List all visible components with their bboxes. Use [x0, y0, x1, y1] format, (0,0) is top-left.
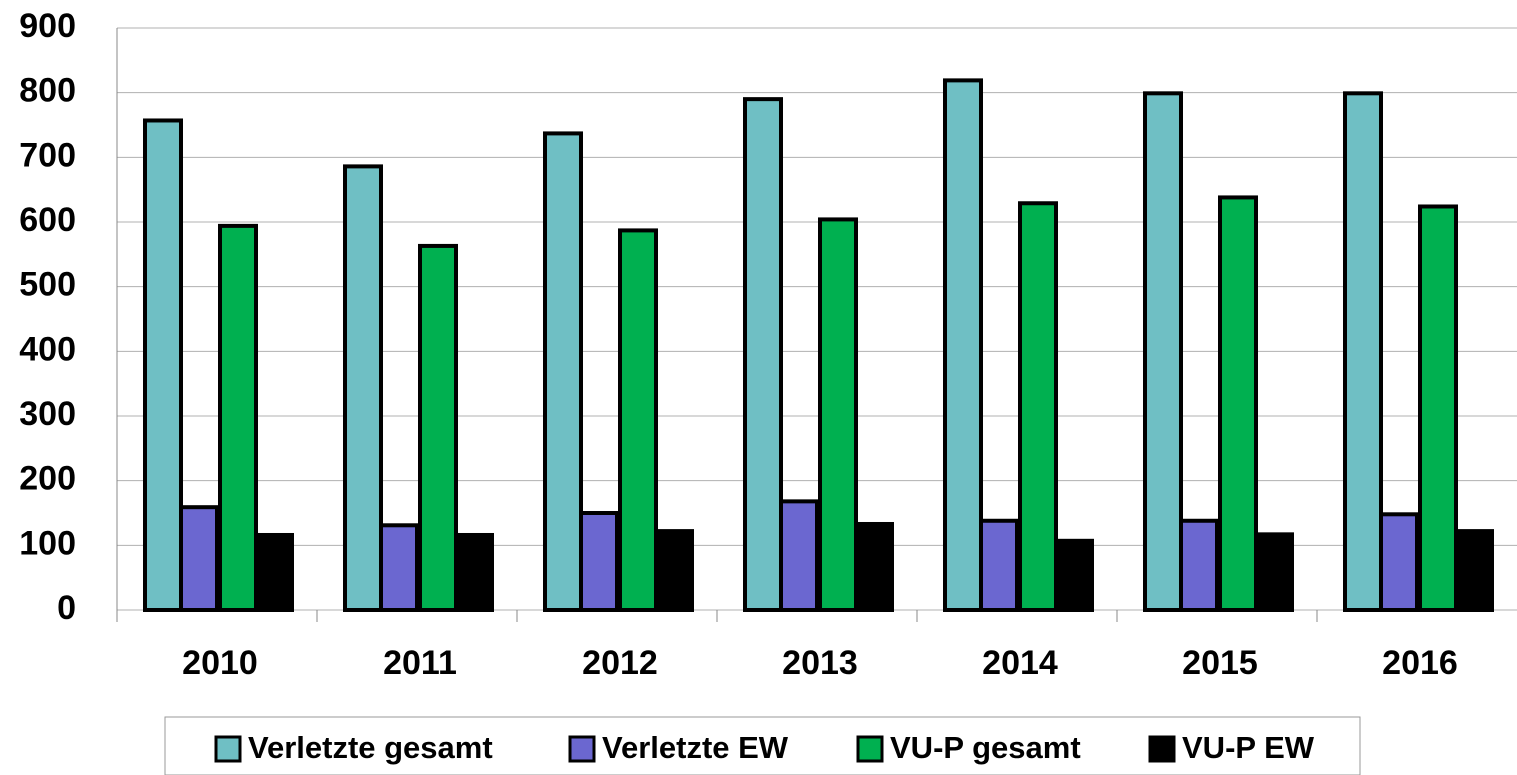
- bar: [620, 230, 656, 610]
- bar: [1020, 203, 1056, 610]
- bar: [456, 535, 492, 610]
- bar: [256, 535, 292, 610]
- y-tick-label: 300: [19, 395, 76, 433]
- legend-swatch: [858, 737, 882, 761]
- y-tick-label: 500: [19, 266, 76, 304]
- bar: [1220, 197, 1256, 610]
- y-tick-label: 800: [19, 72, 76, 110]
- bar: [381, 525, 417, 610]
- y-tick-label: 700: [19, 136, 76, 174]
- bar: [220, 226, 256, 610]
- bar: [145, 120, 181, 610]
- bar: [420, 246, 456, 610]
- legend-label: VU-P EW: [1182, 730, 1315, 765]
- legend-label: Verletzte EW: [602, 730, 789, 765]
- y-tick-label: 900: [19, 7, 76, 45]
- x-tick-label: 2010: [182, 644, 258, 682]
- legend-label: VU-P gesamt: [890, 730, 1081, 765]
- x-tick-label: 2011: [383, 644, 457, 682]
- bar: [781, 501, 817, 610]
- y-tick-label: 400: [19, 330, 76, 368]
- legend-swatch: [570, 737, 594, 761]
- x-tick-label: 2015: [1182, 644, 1258, 682]
- bar: [1256, 534, 1292, 610]
- y-tick-label: 100: [19, 524, 76, 562]
- bar: [345, 166, 381, 610]
- bar: [945, 80, 981, 610]
- y-tick-label: 0: [57, 589, 76, 627]
- x-tick-label: 2012: [582, 644, 658, 682]
- bar: [856, 524, 892, 610]
- legend-label: Verletzte gesamt: [248, 730, 493, 765]
- bar: [820, 219, 856, 610]
- legend-swatch: [1150, 737, 1174, 761]
- bar: [1181, 521, 1217, 610]
- bar: [1056, 541, 1092, 610]
- bar: [1381, 514, 1417, 610]
- bar: [745, 99, 781, 610]
- y-tick-label: 200: [19, 460, 76, 498]
- chart: 0 100 200 300 400 500 600 700 800 900 2010 2011 2012…: [0, 0, 1517, 775]
- bar: [656, 531, 692, 610]
- bar: [1420, 206, 1456, 610]
- x-tick-label: 2016: [1382, 644, 1458, 682]
- bar: [1456, 531, 1492, 610]
- bar: [545, 133, 581, 610]
- y-tick-label: 600: [19, 201, 76, 239]
- x-tick-label: 2013: [782, 644, 858, 682]
- bar: [1145, 93, 1181, 610]
- bar: [981, 521, 1017, 610]
- legend-swatch: [216, 737, 240, 761]
- bar: [181, 507, 217, 610]
- bar: [1345, 93, 1381, 610]
- x-tick-label: 2014: [982, 644, 1058, 682]
- bar: [581, 513, 617, 610]
